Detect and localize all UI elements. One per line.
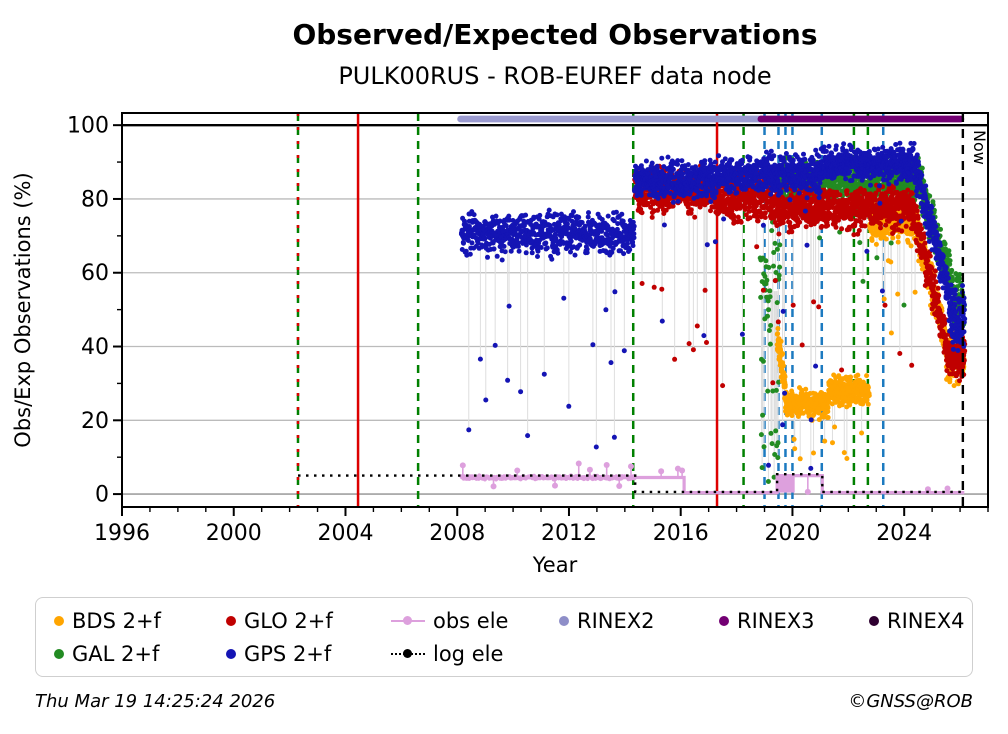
- x-tick-label: 2008: [429, 521, 485, 546]
- obs-ele-fill: [777, 475, 795, 493]
- legend-marker-dot: [226, 648, 236, 659]
- legend-item-log-ele: log ele: [391, 642, 559, 666]
- legend-item-rinex2: RINEX2: [559, 609, 719, 633]
- legend-label: RINEX2: [577, 608, 655, 633]
- observations-chart: Observed/Expected Observations PULK00RUS…: [11, 18, 989, 577]
- x-tick-label: 2024: [876, 521, 932, 546]
- legend-item-bds-2+f: BDS 2+f: [54, 609, 226, 633]
- legend-item-glo-2+f: GLO 2+f: [226, 609, 391, 633]
- legend-item-rinex3: RINEX3: [719, 609, 869, 633]
- legend: BDS 2+f GLO 2+f obs ele RINEX2 RINEX3 RINEX4 G…: [35, 597, 973, 677]
- legend-marker-line: [391, 615, 425, 627]
- now-label: Now: [970, 130, 989, 165]
- legend-label: obs ele: [433, 608, 509, 633]
- legend-label: GAL 2+f: [72, 641, 160, 666]
- y-axis-label: Obs/Exp Observations (%): [11, 172, 35, 447]
- legend-marker-line: [391, 648, 425, 660]
- scatter-series: [458, 140, 968, 484]
- legend-marker-dot: [54, 615, 64, 626]
- y-tick-label: 0: [95, 483, 109, 508]
- legend-label: RINEX3: [737, 608, 815, 633]
- legend-label: RINEX4: [887, 608, 965, 633]
- legend-item-gal-2+f: GAL 2+f: [54, 642, 226, 666]
- x-tick-label: 2012: [541, 521, 597, 546]
- y-tick-label: 20: [81, 409, 109, 434]
- x-axis-label: Year: [532, 553, 578, 577]
- legend-marker-dot: [54, 648, 64, 659]
- legend-label: log ele: [433, 641, 504, 666]
- rinex-availability-bars: [457, 115, 965, 123]
- step-lines: [298, 460, 965, 495]
- legend-label: BDS 2+f: [72, 608, 161, 633]
- line-log-ele: [298, 473, 965, 494]
- legend-label: GLO 2+f: [244, 608, 333, 633]
- legend-marker-dot: [226, 615, 236, 626]
- legend-item-rinex4: RINEX4: [869, 609, 972, 633]
- y-tick-label: 80: [81, 187, 109, 212]
- footer-credit: ©GNSS@ROB: [848, 691, 973, 712]
- legend-marker-dot: [719, 615, 729, 626]
- y-tick-label: 100: [67, 114, 109, 139]
- legend-marker-dot: [559, 615, 569, 626]
- line-obs-ele: [459, 460, 965, 495]
- bar-rinex2: [457, 115, 765, 123]
- x-tick-label: 2000: [206, 521, 262, 546]
- y-tick-label: 40: [81, 335, 109, 360]
- footer: Thu Mar 19 14:25:24 2026 ©GNSS@ROB: [35, 691, 973, 712]
- axis-ticks: 1996 2000 2004 2008 2012 2016 2020 2024 0 20 40 60 8…: [67, 114, 989, 546]
- x-tick-label: 2004: [317, 521, 373, 546]
- x-tick-label: 2020: [764, 521, 820, 546]
- footer-timestamp: Thu Mar 19 14:25:24 2026: [35, 691, 276, 712]
- legend-marker-dot: [869, 615, 879, 626]
- y-tick-label: 60: [81, 261, 109, 286]
- legend-item-gps-2+f: GPS 2+f: [226, 642, 391, 666]
- bar-rinex3: [757, 115, 965, 123]
- event-lines: [296, 113, 885, 507]
- legend-label: GPS 2+f: [244, 641, 332, 666]
- now-line: Now: [961, 113, 989, 507]
- page-subtitle: PULK00RUS - ROB-EUREF data node: [338, 62, 771, 90]
- scatter-gps-2+f: [458, 140, 968, 471]
- x-tick-label: 2016: [653, 521, 709, 546]
- legend-item-obs-ele: obs ele: [391, 609, 559, 633]
- page-title: Observed/Expected Observations: [292, 18, 817, 51]
- x-tick-label: 1996: [94, 521, 150, 546]
